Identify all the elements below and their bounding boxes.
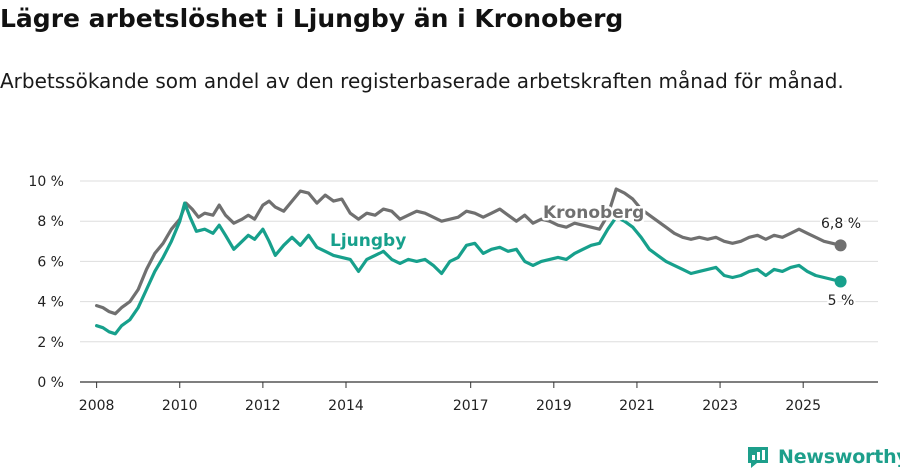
x-tick-label: 2021 [619, 398, 655, 414]
end-point-kronoberg [834, 239, 847, 252]
y-tick-label: 0 % [37, 375, 64, 391]
newsworthy-logo: Newsworthy [745, 443, 900, 471]
y-tick-label: 4 % [37, 295, 64, 311]
x-tick-label: 2017 [453, 398, 489, 414]
end-label-kronoberg: 6,8 % [821, 216, 861, 232]
y-axis-ticks: 0 % 2 % 4 % 6 % 8 % 10 % [28, 174, 64, 391]
gridlines [80, 180, 878, 343]
y-tick-label: 10 % [28, 174, 64, 190]
newsworthy-logo-icon [748, 447, 768, 468]
x-tick-label: 2010 [162, 398, 198, 414]
x-tick-label: 2025 [785, 398, 821, 414]
series-labels: Kronoberg Ljungby 6,8 % 5 % [328, 201, 864, 312]
end-label-ljungby: 5 % [828, 293, 855, 309]
series-label-ljungby: Ljungby [330, 231, 406, 251]
x-tick-label: 2014 [328, 398, 364, 414]
series-label-kronoberg: Kronoberg [543, 203, 644, 223]
x-tick-label: 2019 [536, 398, 572, 414]
x-tick-label: 2023 [702, 398, 738, 414]
series-line-ljungby [95, 201, 843, 336]
newsworthy-logo-text: Newsworthy [778, 446, 900, 468]
x-tick-label: 2012 [245, 398, 281, 414]
y-tick-label: 2 % [37, 335, 64, 351]
x-axis-ticks: 2008 2010 2012 2014 2017 2019 2021 2023 2025 [79, 382, 821, 414]
y-tick-label: 6 % [37, 254, 64, 270]
y-tick-label: 8 % [37, 214, 64, 230]
x-tick-label: 2008 [79, 398, 115, 414]
series-lines [95, 187, 847, 336]
series-line-kronoberg [95, 187, 843, 316]
chart-title: Lägre arbetslöshet i Ljungby än i Kronob… [0, 4, 624, 33]
chart-subtitle: Arbetssökande som andel av den registerb… [0, 69, 844, 93]
end-point-ljungby [834, 275, 847, 288]
